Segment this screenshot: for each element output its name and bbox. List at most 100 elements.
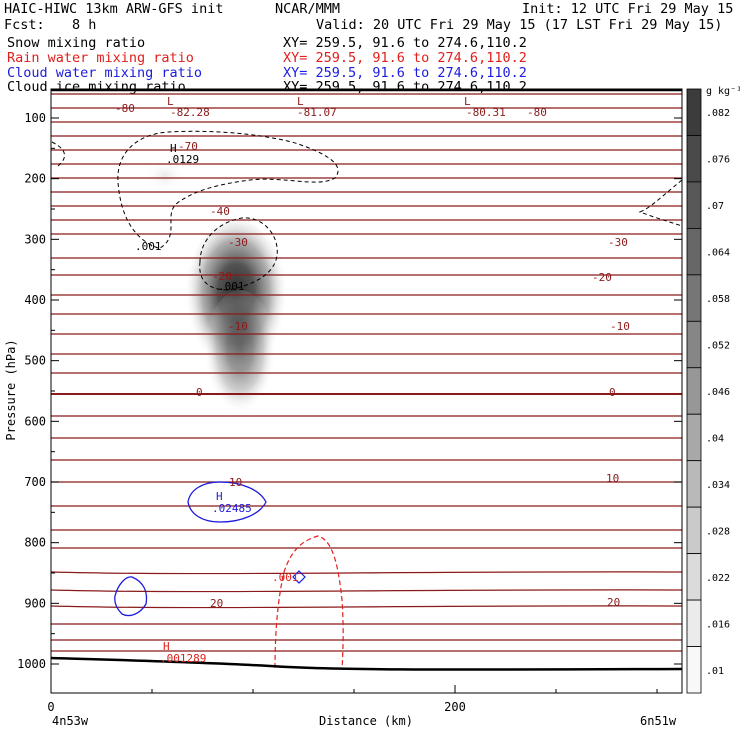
cloudwater-contour-diamond — [292, 570, 306, 584]
label-m20-right: -20 — [592, 271, 612, 284]
high-marker-cloudwater: H — [216, 490, 223, 503]
isotherm-line — [51, 353, 682, 355]
isotherm-line — [51, 437, 682, 439]
y-axis-title: Pressure (hPa) — [4, 339, 18, 440]
ground-terrain — [51, 656, 682, 671]
low-marker-3: L — [464, 95, 471, 108]
isotherm-line — [51, 505, 682, 507]
snow-contour-core — [199, 217, 278, 291]
isotherm-line — [51, 639, 682, 641]
label-m70: -70 — [178, 140, 198, 153]
snow-shaded-tail — [204, 290, 276, 420]
snow-contour-left-edge — [51, 141, 66, 167]
valid-time: Valid: 20 UTC Fri 29 May 15 (17 LST Fri … — [316, 17, 723, 33]
snow-contour-right-edge — [638, 179, 682, 227]
isotherm-line — [51, 191, 682, 193]
colorbar-level-label: .052 — [706, 341, 730, 352]
colorbar-level-label: .076 — [706, 155, 730, 166]
snow-shaded-small — [145, 160, 185, 192]
colorbar-swatch — [686, 413, 702, 462]
colorbar-level-label: .034 — [706, 480, 730, 491]
isotherm-line — [51, 93, 682, 95]
label-20-right: 20 — [607, 596, 620, 609]
colorbar-level-label: .028 — [706, 526, 730, 537]
colorbar-level-label: .046 — [706, 387, 730, 398]
y-tick-label: 500 — [24, 354, 46, 368]
x-right-location: 6n51w — [640, 714, 677, 728]
x-axis-title: Distance (km) — [319, 714, 413, 728]
high-marker-snow: H — [170, 142, 177, 155]
field-rain-name: Rain water mixing ratio — [7, 50, 194, 66]
colorbar-swatch — [686, 88, 702, 136]
snow-isoline-label-1: .001 — [135, 240, 162, 253]
colorbar-swatch — [686, 274, 702, 322]
low-marker-2: L — [297, 95, 304, 108]
isotherm-line — [51, 623, 682, 625]
y-tick-label: 200 — [24, 172, 46, 186]
label-m20-left: -20 — [212, 270, 232, 283]
isotherm-line — [51, 392, 682, 396]
y-tick-label: 1000 — [17, 657, 46, 671]
colorbar-swatch — [686, 599, 702, 647]
isotherm-line — [51, 233, 682, 235]
rain-contour — [274, 535, 344, 671]
field-snow-xy: XY= 259.5, 91.6 to 274.6,110.2 — [283, 35, 527, 51]
isotherm-line — [51, 219, 682, 221]
isotherm-line — [51, 481, 682, 483]
isotherm-line — [51, 163, 682, 165]
label-m80-right: -80 — [527, 106, 547, 119]
isotherm-line — [51, 294, 682, 296]
label-m10-right: -10 — [610, 320, 630, 333]
high-value-snow: .0129 — [166, 153, 199, 166]
colorbar-level-label: .082 — [706, 108, 730, 119]
isotherm-line — [51, 149, 682, 151]
isotherm-line — [51, 121, 682, 123]
isotherm-line — [51, 333, 682, 335]
high-value-rain: .001289 — [160, 652, 206, 665]
isoline-label-m80: -80 — [115, 102, 135, 115]
field-cloudwater-xy: XY= 259.5, 91.6 to 274.6,110.2 — [283, 65, 527, 81]
colorbar-swatch — [686, 135, 702, 183]
distance-axis: 0 200 — [47, 685, 658, 714]
high-marker-rain: H — [163, 640, 170, 653]
field-cloudwater-name: Cloud water mixing ratio — [7, 65, 203, 81]
isotherm-line — [51, 274, 682, 276]
y-tick-label: 800 — [24, 536, 46, 550]
isotherm-line — [51, 313, 682, 315]
low-value-3: -80.31 — [466, 106, 506, 119]
label-0-right: 0 — [609, 386, 616, 399]
colorbar-swatch — [686, 181, 702, 229]
snow-contour-upper — [117, 130, 339, 249]
isotherm-line — [51, 571, 682, 575]
isotherm-line — [51, 459, 682, 461]
label-m30-right: -30 — [608, 236, 628, 249]
colorbar-swatch — [686, 227, 702, 276]
isotherm-line — [51, 650, 682, 652]
low-marker-1: L — [167, 95, 174, 108]
x-tick-label: 200 — [444, 700, 466, 714]
fcst-value: 8 h — [72, 17, 97, 33]
isotherm-line — [51, 177, 682, 179]
x-tick-label: 0 — [47, 700, 54, 714]
colorbar: .082 .076 .07 .064 .058 .052 .046 .04 .034 .028 .0… — [686, 88, 730, 694]
fcst-label: Fcst: — [4, 17, 45, 33]
isotherm-line — [51, 257, 682, 259]
rain-isoline-label: .001 — [272, 571, 299, 584]
title-mid: NCAR/MMM — [275, 1, 341, 17]
isotherm-line — [51, 372, 682, 374]
high-value-cloudwater: .02485 — [212, 502, 252, 515]
isotherm-line — [51, 107, 682, 109]
isotherm-line — [51, 529, 682, 531]
colorbar-level-label: .016 — [706, 619, 730, 630]
low-value-1: -82.28 — [170, 106, 210, 119]
colorbar-unit: g kg⁻¹ — [706, 86, 740, 97]
init-time: Init: 12 UTC Fri 29 May 15 — [522, 1, 734, 17]
y-tick-label: 700 — [24, 475, 46, 489]
cloudwater-contour-h — [187, 481, 267, 523]
colorbar-level-label: .04 — [706, 433, 724, 444]
label-20-left: 20 — [210, 597, 223, 610]
isotherm-line — [51, 415, 682, 417]
snow-isoline-label-2: .001 — [218, 280, 245, 293]
colorbar-swatch — [686, 506, 702, 555]
colorbar-level-label: .01 — [706, 666, 724, 677]
